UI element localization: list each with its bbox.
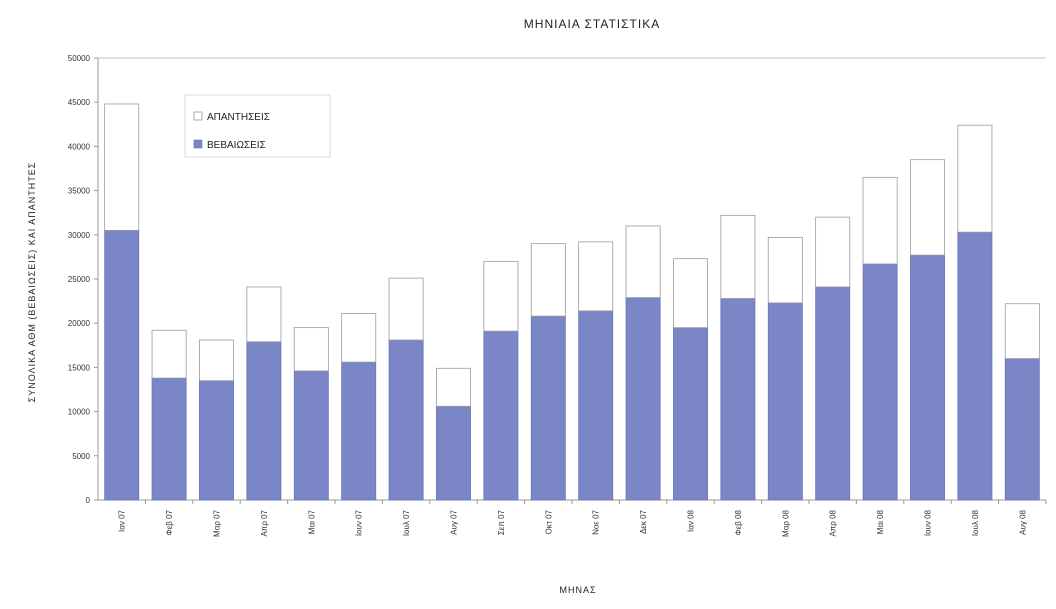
bar-confirmations [815, 286, 851, 501]
bar-answers [625, 225, 661, 298]
bar-answers [199, 339, 234, 382]
bar-answers [767, 237, 803, 304]
y-tick-label: 35000 [68, 187, 91, 196]
bar-answers [1004, 303, 1040, 359]
bar-answers [578, 241, 614, 312]
x-tick-label: Σεπ 07 [497, 509, 506, 535]
legend: ΑΠΑΝΤΗΣΕΙΣ ΒΕΒΑΙΩΣΕΙΣ [184, 94, 331, 158]
bar-confirmations [199, 380, 234, 501]
y-axis-label: ΣΥΝΟΛΙΚΑ ΑΘΜ (ΒΕΒΑΙΩΣΕΙΣ) ΚΑΙ ΑΠΑΝΤΗΤΕΣ [27, 162, 37, 403]
x-tick-label: Μαι 07 [307, 509, 316, 534]
bar-confirmations [625, 297, 661, 501]
x-tick-label: Νοε 07 [592, 509, 601, 534]
bars-group [104, 103, 1040, 501]
x-tick-label: Αυγ 08 [1018, 509, 1027, 534]
bar-answers [436, 367, 471, 407]
y-tick-label: 45000 [68, 98, 91, 107]
bar-answers [862, 176, 898, 265]
bar-confirmations [483, 330, 519, 501]
legend-swatch-confirmations [193, 139, 203, 149]
bar-answers [720, 214, 756, 299]
x-tick-label: Απρ 07 [260, 509, 269, 536]
x-tick-label: Μαι 08 [876, 509, 885, 534]
x-tick-label: Ιουλ 07 [402, 509, 411, 536]
bar-answers [957, 124, 993, 233]
bar-confirmations [151, 377, 187, 501]
y-tick-labels: 0 5000 10000 15000 20000 25000 30000 35000 40000… [68, 54, 91, 505]
bar-answers [673, 258, 708, 329]
x-tick-label: Ιουν 07 [355, 509, 364, 536]
y-tick-label: 40000 [68, 142, 91, 151]
bar-confirmations [388, 339, 424, 501]
bar-confirmations [1004, 358, 1040, 501]
x-tick-label: Φεβ 08 [734, 509, 743, 535]
bar-confirmations [720, 298, 756, 501]
x-tick-label: Φεβ 07 [165, 509, 174, 535]
x-tick-label: Ιαν 08 [687, 509, 696, 532]
bar-answers [530, 243, 566, 317]
bar-confirmations [530, 315, 566, 501]
bar-confirmations [910, 254, 945, 501]
bar-confirmations [436, 405, 471, 501]
x-tick-label: Ιουλ 08 [971, 509, 980, 536]
y-tick-label: 25000 [68, 275, 91, 284]
legend-frame [184, 94, 331, 158]
bar-answers [104, 103, 140, 231]
bar-answers [815, 216, 851, 288]
bar-confirmations [957, 231, 993, 501]
x-tick-labels: Ιαν 07 Φεβ 07 Μαρ 07 Απρ 07 Μαι 07 Ιουν 07 Ιου… [118, 509, 1028, 537]
y-tick-label: 20000 [68, 319, 91, 328]
bar-answers [341, 313, 377, 363]
bar-confirmations [341, 361, 377, 501]
y-tick-label: 10000 [68, 408, 91, 417]
bar-answers [910, 159, 945, 256]
x-tick-label: Μαρ 07 [213, 509, 222, 537]
bar-answers [246, 286, 282, 343]
chart-title: ΜΗΝΙΑΙΑ ΣΤΑΤΙΣΤΙΚΑ [524, 17, 660, 31]
y-tick-label: 5000 [72, 452, 90, 461]
bar-confirmations [293, 370, 329, 501]
bar-confirmations [104, 229, 140, 501]
bar-confirmations [246, 341, 282, 501]
legend-label-answers: ΑΠΑΝΤΗΣΕΙΣ [207, 112, 270, 123]
bar-answers [151, 329, 187, 379]
bar-answers [483, 260, 519, 332]
x-tick-label: Απρ 08 [829, 509, 838, 536]
bar-answers [388, 277, 424, 341]
legend-swatch-answers [193, 111, 203, 121]
bar-confirmations [767, 302, 803, 501]
y-tick-label: 15000 [68, 363, 91, 372]
x-tick-label: Οκτ 07 [544, 509, 553, 534]
y-tick-label: 30000 [68, 231, 91, 240]
x-tick-label: Ιουν 08 [924, 509, 933, 536]
bar-confirmations [578, 310, 614, 501]
x-tick-label: Ιαν 07 [118, 509, 127, 532]
legend-label-confirmations: ΒΕΒΑΙΩΣΕΙΣ [207, 140, 266, 151]
x-axis-label: ΜΗΝΑΣ [559, 585, 596, 595]
x-tick-label: Μαρ 08 [781, 509, 790, 537]
y-tick-label: 50000 [68, 54, 91, 63]
x-tick-label: Αυγ 07 [450, 509, 459, 534]
bar-confirmations [673, 327, 708, 501]
bar-answers [293, 327, 329, 372]
bar-confirmations [862, 263, 898, 501]
y-tick-label: 0 [86, 496, 91, 505]
x-tick-label: Δεκ 07 [639, 509, 648, 534]
